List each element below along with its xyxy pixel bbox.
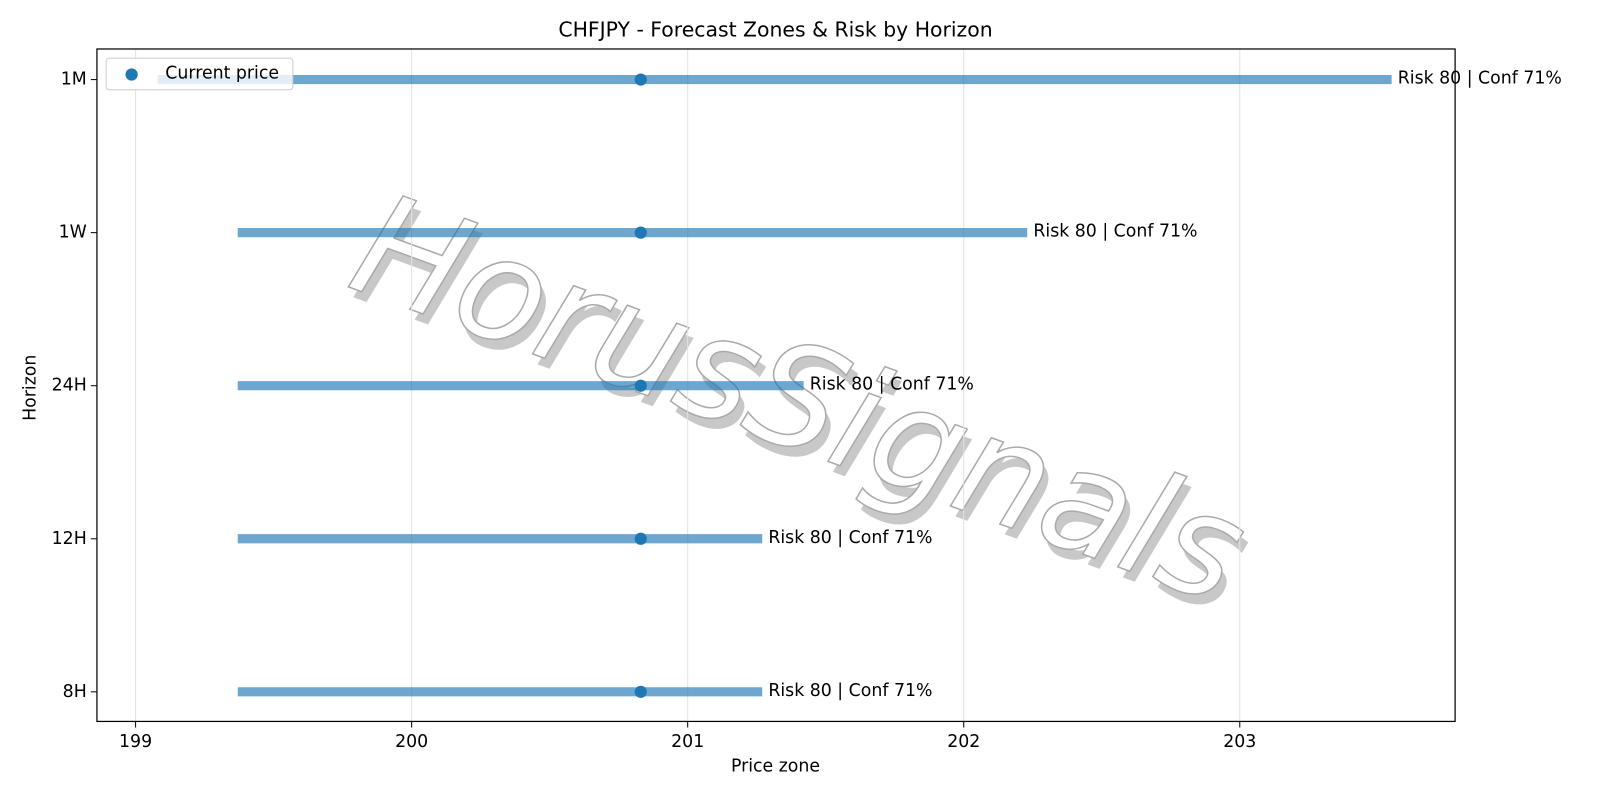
legend-box: [105, 57, 294, 91]
current-price-point: [634, 685, 647, 698]
current-price-point: [634, 379, 647, 392]
plot-frame: [96, 48, 1456, 723]
current-price-point: [634, 532, 647, 545]
annotation: Risk 80 | Conf 71%: [768, 681, 932, 701]
x-tick-label: 200: [395, 732, 428, 752]
x-tick-label: 201: [671, 732, 704, 752]
y-tick-label: 12H: [52, 529, 87, 549]
chart-title: CHFJPY - Forecast Zones & Risk by Horizo…: [558, 18, 992, 42]
current-price-point: [634, 226, 647, 239]
y-tick-label: 24H: [52, 376, 87, 396]
y-tick-label: 1M: [61, 70, 87, 90]
legend-marker: [125, 68, 138, 81]
annotation: Risk 80 | Conf 71%: [1398, 69, 1562, 89]
annotation: Risk 80 | Conf 71%: [768, 528, 932, 548]
x-tick-label: 199: [119, 732, 152, 752]
x-tick-label: 202: [947, 732, 980, 752]
x-axis-label: Price zone: [731, 756, 820, 776]
annotation: Risk 80 | Conf 71%: [1033, 222, 1197, 242]
annotation: Risk 80 | Conf 71%: [810, 375, 974, 395]
x-tick-label: 203: [1223, 732, 1256, 752]
y-axis-label: Horizon: [21, 355, 41, 421]
legend-label: Current price: [165, 63, 279, 83]
y-tick-label: 1W: [59, 223, 87, 243]
current-price-point: [634, 73, 647, 86]
y-tick-label: 8H: [63, 682, 87, 702]
